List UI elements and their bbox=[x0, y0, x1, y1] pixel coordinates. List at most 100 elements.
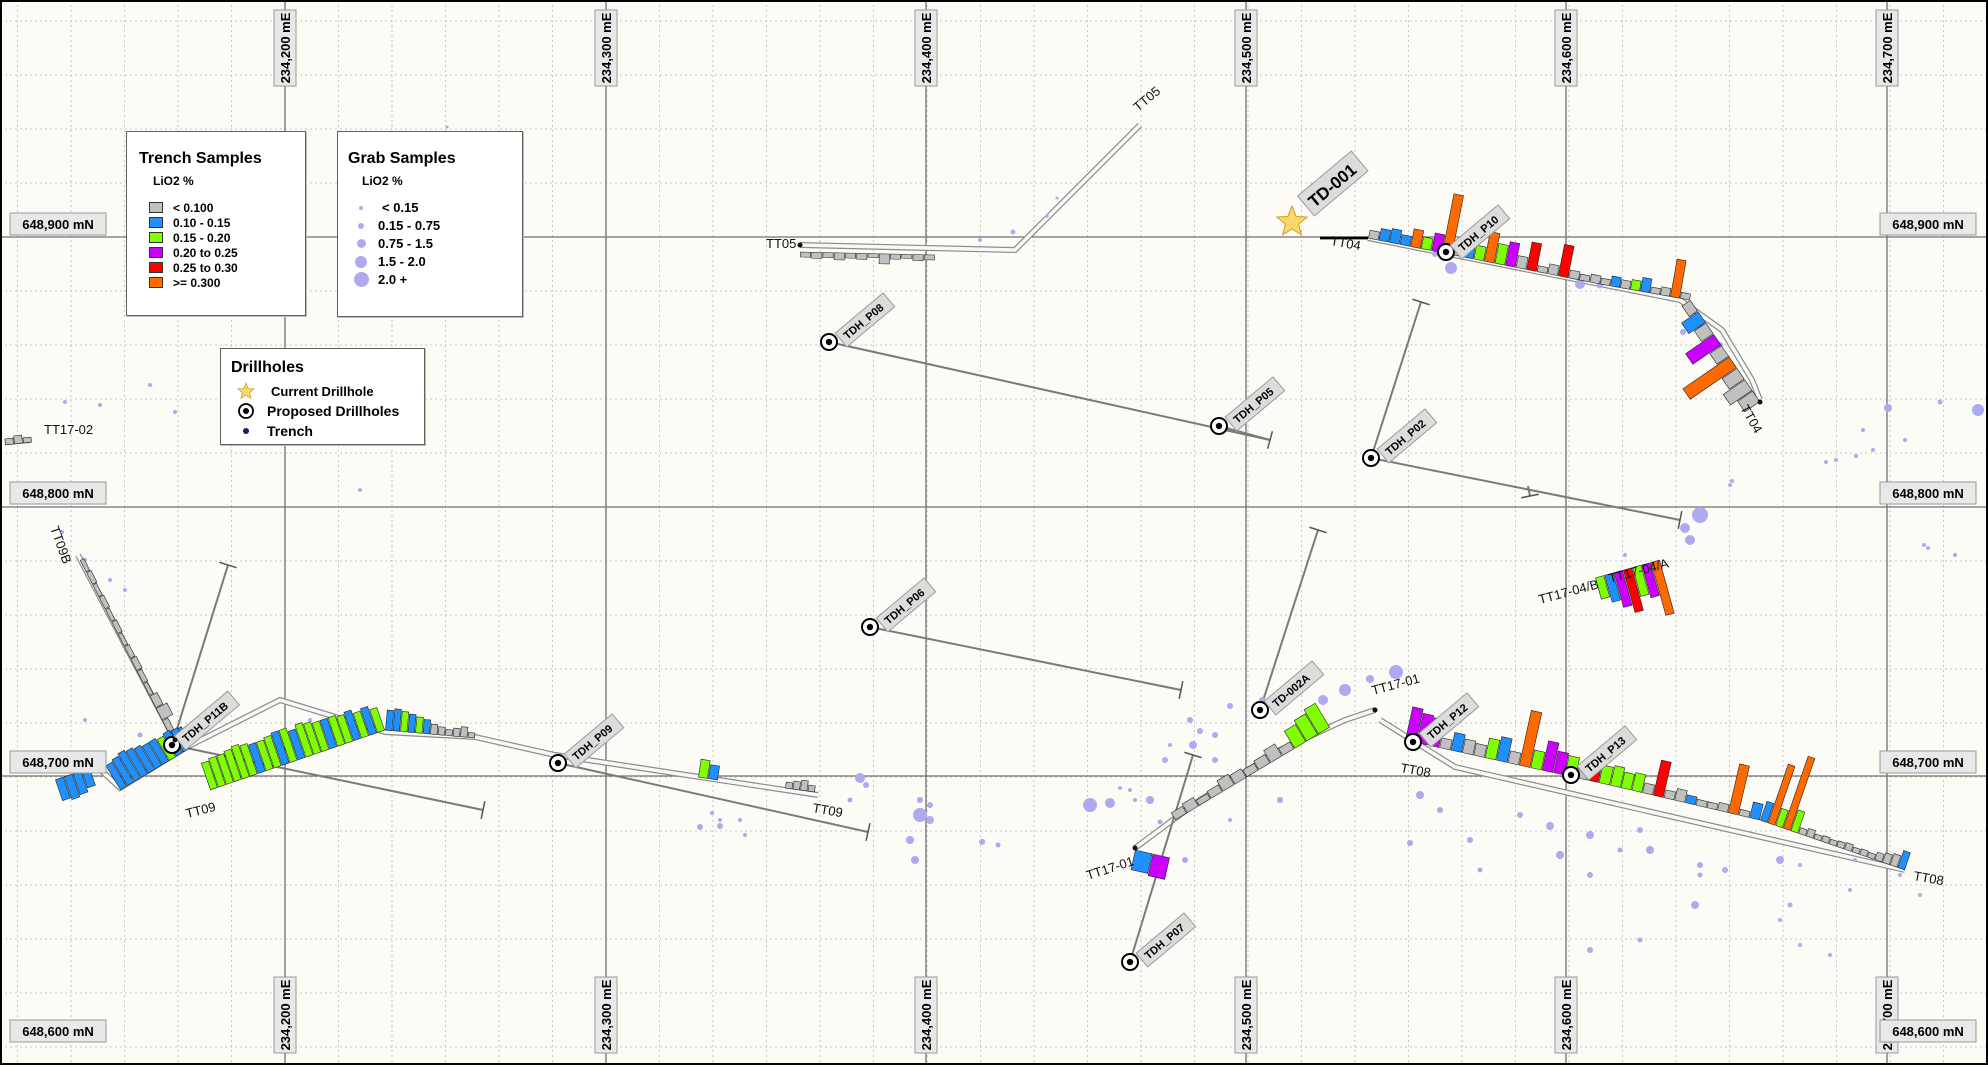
grab-sample bbox=[1637, 827, 1643, 833]
trench-legend-subtitle: LiO2 % bbox=[153, 174, 194, 188]
grab-sample bbox=[978, 238, 982, 242]
sample-bar bbox=[1632, 564, 1650, 597]
trench-end-dot bbox=[797, 242, 803, 248]
grab-sample bbox=[1824, 460, 1828, 464]
grab-sample bbox=[906, 836, 914, 844]
sample-bar bbox=[923, 254, 935, 261]
sample-bar bbox=[912, 254, 924, 262]
sample-bar bbox=[208, 755, 226, 788]
sample-bar bbox=[467, 732, 476, 739]
trench-samples-legend: Trench Samples LiO2 % < 0.100 0.10 - 0.1… bbox=[126, 131, 306, 316]
grab-sample bbox=[1575, 279, 1585, 289]
sample-bar bbox=[1721, 367, 1745, 390]
northing-label-box bbox=[1879, 212, 1977, 236]
sample-bar bbox=[1682, 356, 1737, 400]
easting-label: 234,300 mE bbox=[594, 9, 618, 87]
grab-sample bbox=[1922, 543, 1926, 547]
sample-bar bbox=[133, 744, 155, 774]
sample-bar bbox=[1836, 840, 1846, 850]
label-box bbox=[594, 976, 618, 1054]
grab-samples-legend: Grab Samples LiO2 % < 0.15 0.15 - 0.75 0… bbox=[337, 131, 523, 317]
grab-sample bbox=[1828, 953, 1832, 957]
target-icon bbox=[238, 403, 254, 419]
sample-bar bbox=[1805, 828, 1816, 839]
sample-bar bbox=[155, 702, 174, 721]
trench-label: TT09 bbox=[184, 799, 217, 821]
northing-label-text: 648,800 mN bbox=[22, 486, 94, 501]
sample-bar bbox=[4, 437, 14, 446]
northing-label-text: 648,600 mN bbox=[1892, 1024, 1964, 1039]
sample-bar bbox=[1782, 755, 1816, 831]
grab-sample bbox=[1898, 873, 1902, 877]
sample-bar bbox=[1859, 848, 1869, 858]
drill-trace-end bbox=[1309, 526, 1327, 534]
drillhole-tag-box bbox=[1224, 376, 1286, 432]
sample-bar bbox=[79, 558, 91, 573]
sample-bar bbox=[1557, 243, 1575, 278]
grab-sample bbox=[1416, 791, 1424, 799]
sample-bar bbox=[303, 721, 322, 755]
sample-bar bbox=[1507, 750, 1522, 766]
sample-bar bbox=[1640, 277, 1653, 294]
proposed-drillhole-center bbox=[1256, 706, 1264, 714]
sample-bar bbox=[1473, 244, 1487, 262]
grab-sample bbox=[60, 530, 64, 534]
northing-label-box bbox=[9, 481, 107, 505]
drill-trace bbox=[1370, 301, 1422, 459]
trench-legend-item: >= 0.300 bbox=[149, 275, 305, 290]
sample-bar bbox=[327, 715, 346, 747]
sample-bar bbox=[13, 434, 23, 445]
sample-bar bbox=[278, 727, 298, 763]
easting-label: 234,200 mE bbox=[273, 976, 297, 1054]
grab-sample bbox=[1853, 858, 1857, 862]
grab-sample bbox=[308, 718, 312, 722]
sample-bar bbox=[148, 738, 169, 765]
sample-bar bbox=[1622, 567, 1644, 613]
grab-sample bbox=[1157, 819, 1163, 825]
grab-sample bbox=[710, 811, 714, 815]
grab-sample bbox=[1937, 399, 1943, 405]
drillhole-tag-box bbox=[563, 713, 625, 769]
grab-sample bbox=[1972, 404, 1984, 416]
sample-bar bbox=[263, 734, 282, 769]
northing-label-box bbox=[9, 212, 107, 236]
grab-sample bbox=[738, 818, 742, 822]
sample-bar bbox=[1709, 345, 1730, 365]
proposed-drillhole-center bbox=[1409, 738, 1417, 746]
sample-bar bbox=[143, 681, 154, 696]
grab-legend-subtitle: LiO2 % bbox=[362, 174, 403, 188]
sample-bar bbox=[1568, 269, 1581, 281]
grab-sample bbox=[173, 410, 177, 414]
sample-bar bbox=[136, 668, 148, 684]
drill-trace bbox=[557, 762, 869, 833]
grab-sample bbox=[1787, 902, 1793, 908]
easting-label-text: 234,300 mE bbox=[599, 979, 614, 1050]
proposed-drillhole-center bbox=[866, 623, 874, 631]
grab-sample bbox=[1168, 743, 1172, 747]
swatch-blue bbox=[149, 217, 163, 228]
grab-sample bbox=[1680, 329, 1686, 335]
sample-bar bbox=[811, 251, 823, 259]
trench-label: TT08 bbox=[1912, 868, 1944, 888]
sample-bar bbox=[294, 722, 314, 758]
sample-bar bbox=[63, 773, 81, 800]
label-box bbox=[1554, 976, 1578, 1054]
sample-bar bbox=[319, 717, 338, 750]
sample-bar bbox=[1515, 255, 1529, 270]
grab-sample bbox=[1776, 856, 1784, 864]
drill-trace-end bbox=[1184, 751, 1202, 759]
grab-sample bbox=[1623, 553, 1627, 557]
sample-bar bbox=[1195, 793, 1211, 806]
grab-sample bbox=[1517, 812, 1523, 818]
sample-bar bbox=[1484, 737, 1501, 761]
proposed-drillhole-center bbox=[1442, 248, 1450, 256]
trench-tt08 bbox=[1379, 718, 1906, 872]
grab-sample bbox=[1848, 888, 1852, 892]
sample-bar bbox=[360, 706, 377, 736]
trench-sample-bars bbox=[4, 193, 1911, 880]
grab-sample bbox=[1432, 251, 1438, 257]
sample-bar bbox=[111, 619, 123, 634]
